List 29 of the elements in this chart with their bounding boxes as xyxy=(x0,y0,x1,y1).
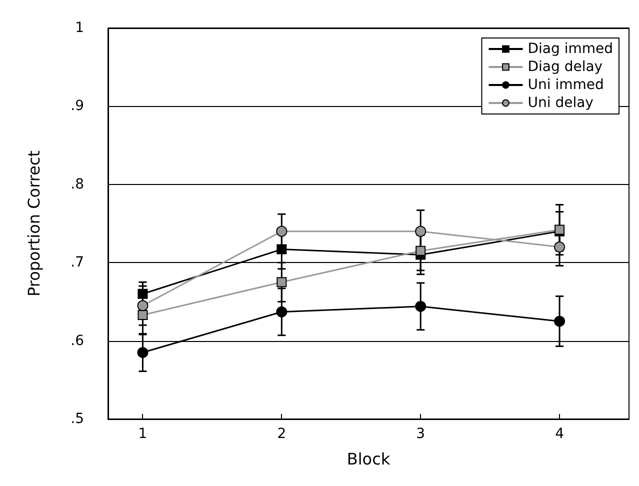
y-tick-label: .6 xyxy=(70,332,84,349)
legend-label: Diag immed xyxy=(528,41,614,57)
point xyxy=(138,288,148,299)
x-axis-title: Block xyxy=(346,450,391,468)
y-axis-title: Proportion Correct xyxy=(24,150,44,297)
x-tick-label: 2 xyxy=(277,426,286,442)
point xyxy=(554,316,566,327)
y-tick-label: .9 xyxy=(70,98,84,114)
point xyxy=(554,241,566,252)
y-tick-label: 1 xyxy=(75,20,84,36)
legend-label: Uni delay xyxy=(528,95,594,111)
point xyxy=(416,246,426,256)
point xyxy=(138,310,148,320)
legend-label: Uni immed xyxy=(528,77,604,93)
point xyxy=(276,244,287,254)
point xyxy=(137,347,148,358)
point xyxy=(276,277,287,288)
point xyxy=(415,300,426,312)
legend-label: Diag delay xyxy=(528,59,603,75)
point xyxy=(276,226,288,237)
x-tick-label: 3 xyxy=(416,426,426,442)
y-tick-label: .7 xyxy=(70,254,84,271)
y-tick-label: .5 xyxy=(70,411,84,427)
x-tick-label: 1 xyxy=(138,426,148,442)
y-tick-label: .8 xyxy=(70,176,84,192)
point xyxy=(276,306,288,318)
point xyxy=(137,300,148,312)
point xyxy=(415,226,426,237)
x-tick-label: 4 xyxy=(555,426,564,442)
